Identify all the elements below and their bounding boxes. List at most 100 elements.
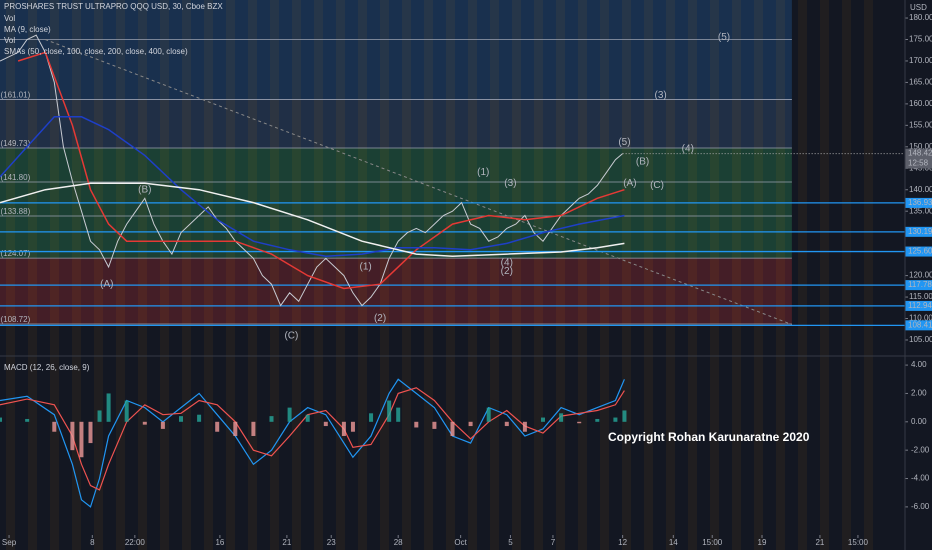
macd-histogram-bar (387, 400, 392, 422)
level-label: 136.93 (908, 198, 932, 207)
macd-histogram-bar (70, 421, 75, 451)
session-stripe (138, 0, 147, 550)
x-tick-label: Sep (2, 538, 17, 547)
macd-title: MACD (12, 26, close, 9) (4, 363, 90, 372)
macd-histogram-bar (577, 421, 582, 424)
wave-label: (A) (623, 178, 636, 189)
session-stripe (446, 0, 455, 550)
session-stripe (666, 0, 675, 550)
macd-histogram-bar (52, 421, 57, 432)
session-stripe (248, 0, 257, 550)
x-tick-label: Oct (454, 538, 467, 547)
y-tick-label: -6.00 (911, 502, 930, 511)
y-tick-label: 165.00 (909, 78, 932, 87)
y-tick-label: -2.00 (911, 445, 930, 454)
level-label: 130.19 (908, 227, 932, 236)
symbol-title: PROSHARES TRUST ULTRAPRO QQQ USD, 30, Cb… (4, 2, 223, 11)
fib-label: 8(149.73) (0, 139, 31, 148)
macd-line (0, 378, 625, 508)
macd-histogram-bar (233, 421, 238, 436)
session-stripe (490, 0, 499, 550)
level-tag (905, 300, 932, 311)
indicator: MA (9, close) (4, 25, 51, 34)
price-series (17, 51, 625, 290)
macd-histogram-bar (504, 421, 509, 427)
session-stripe (732, 0, 741, 550)
level-label: 117.78 (908, 280, 932, 289)
macd-histogram-bar (0, 417, 2, 422)
session-stripe (226, 0, 235, 550)
countdown: 12:58 (908, 159, 929, 168)
macd-histogram-bar (287, 407, 292, 422)
level-label: 125.60 (908, 247, 932, 256)
session-stripe (424, 0, 433, 550)
last-tag (905, 148, 932, 169)
session-stripe (820, 0, 829, 550)
price-series (0, 34, 623, 307)
x-tick-label: 28 (394, 538, 403, 547)
price-series (0, 116, 625, 258)
session-stripe (204, 0, 213, 550)
x-tick-label: 15:00 (702, 538, 723, 547)
session-stripe (776, 0, 785, 550)
session-stripe (622, 0, 631, 550)
price-series (0, 182, 625, 258)
session-stripe (710, 0, 719, 550)
macd-histogram-bar (323, 421, 328, 427)
fib-label: 0(108.72) (0, 315, 31, 324)
wave-label: (B) (138, 184, 151, 195)
fib-label: 0(124.07) (0, 249, 31, 258)
y-tick-label: 115.00 (909, 292, 932, 301)
wave-label: (2) (374, 313, 386, 324)
macd-histogram-bar (124, 400, 129, 422)
wave-label: (5) (618, 137, 630, 148)
level-tag (905, 320, 932, 331)
session-stripe (864, 0, 873, 550)
macd-histogram-bar (369, 413, 374, 422)
macd-histogram-bar (251, 421, 256, 436)
wave-label: (3) (655, 90, 667, 101)
fib-label: 2(133.88) (0, 207, 31, 216)
y-tick-label: 155.00 (909, 120, 932, 129)
y-tick-label: 110.00 (909, 314, 932, 323)
session-stripe (754, 0, 763, 550)
macd-histogram-bar (106, 393, 111, 422)
wave-label: (1) (477, 167, 489, 178)
x-tick-label: 23 (327, 538, 336, 547)
y-tick-label: 140.00 (909, 185, 932, 194)
y-tick-label: 0.00 (911, 417, 927, 426)
x-tick-label: 15:00 (848, 538, 869, 547)
y-tick-label: 160.00 (909, 99, 932, 108)
y-tick-label: 175.00 (909, 35, 932, 44)
y-tick-label: 180.00 (909, 13, 932, 22)
copyright: Copyright Rohan Karunaratne 2020 (608, 430, 810, 444)
y-tick-label: 4.00 (911, 360, 927, 369)
macd-histogram-bar (559, 413, 564, 422)
x-tick-label: 21 (815, 538, 824, 547)
x-tick-label: 21 (282, 538, 291, 547)
session-stripe (644, 0, 653, 550)
last-label: 148.42 (908, 149, 932, 158)
macd-histogram-bar (269, 416, 274, 422)
macd-histogram-bar (215, 421, 220, 432)
macd-line (0, 387, 625, 491)
macd-histogram-bar (197, 414, 202, 422)
wave-label: (C) (650, 180, 664, 191)
session-stripe (292, 0, 301, 550)
session-stripe (358, 0, 367, 550)
macd-histogram-bar (79, 421, 84, 458)
macd-histogram-bar (97, 410, 102, 422)
fib-label: 5(161.01) (0, 91, 31, 100)
session-stripe (468, 0, 477, 550)
macd-histogram-bar (468, 421, 473, 427)
wave-label: (5) (718, 32, 730, 43)
session-stripe (556, 0, 565, 550)
level-tag (905, 280, 932, 291)
indicator: Vol (4, 36, 15, 45)
level-tag (905, 197, 932, 208)
macd-histogram-bar (142, 421, 147, 425)
session-stripe (94, 0, 103, 550)
macd-histogram-bar (414, 421, 419, 428)
